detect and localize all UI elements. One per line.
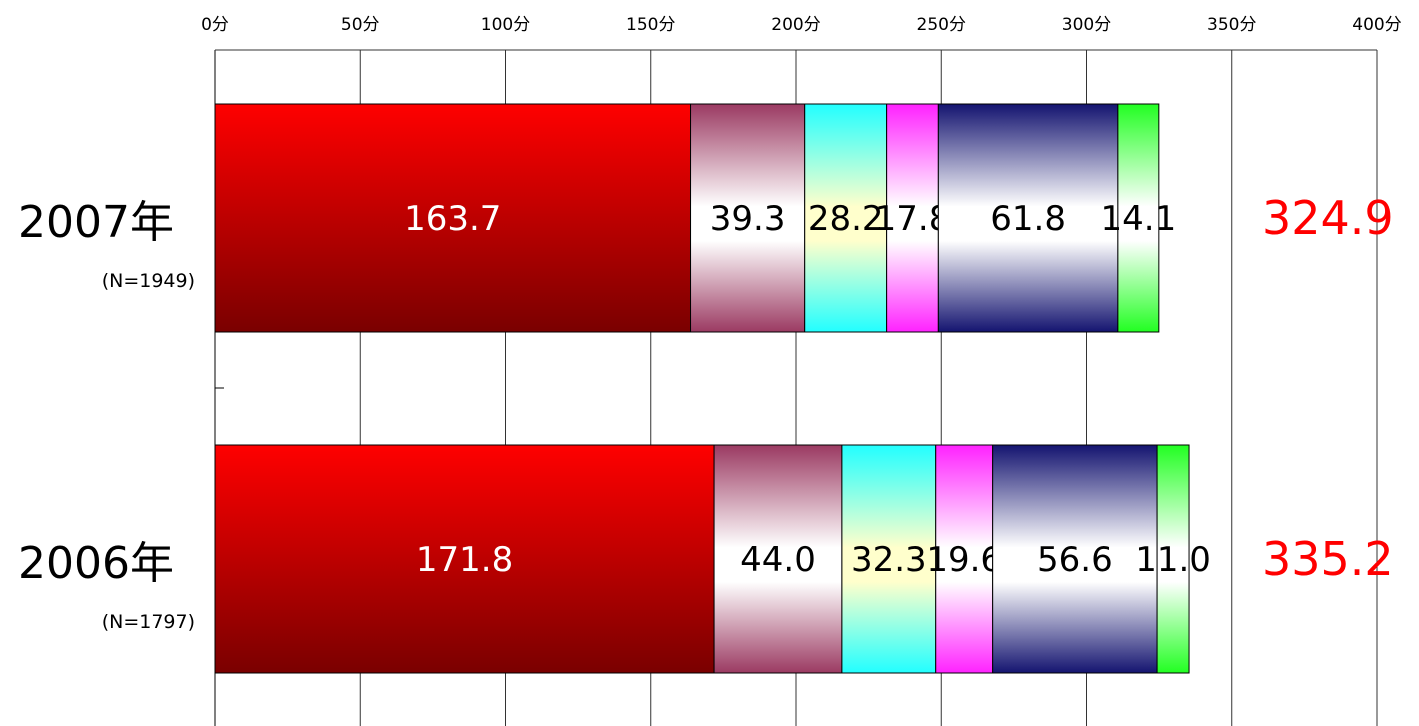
x-tick-label: 0分 (201, 15, 229, 35)
category-labels: 324.9 2007年 (N=1949) 335.2 2006年 (N=1797) (18, 191, 1394, 633)
x-tick-label: 400分 (1352, 15, 1401, 35)
sample-size-label: (N=1797) (102, 611, 195, 633)
sample-size-label: (N=1949) (102, 270, 195, 292)
x-tick-label: 150分 (626, 15, 675, 35)
bar-segment (214, 444, 715, 674)
total-label: 324.9 (1262, 191, 1394, 245)
x-tick-label: 300分 (1062, 15, 1111, 35)
bar-segment (992, 444, 1158, 674)
category-label: 2007年 (18, 197, 174, 248)
x-tick-label: 50分 (341, 15, 380, 35)
data-label: 28.2 (808, 199, 884, 239)
bar-segment (214, 103, 692, 333)
bar-segment (935, 444, 994, 674)
bars: 163.7 39.3 28.217.8 61.8 14.1 171.8 44.0 32.3 19… (214, 103, 1211, 674)
bar-segment (1156, 444, 1190, 674)
bar-segment (937, 103, 1119, 333)
total-label: 335.2 (1262, 532, 1394, 586)
bar-segment (1117, 103, 1160, 333)
x-tick-label: 350分 (1207, 15, 1256, 35)
data-label: 32.3 (851, 540, 927, 580)
data-label: 56.6 (1037, 540, 1113, 580)
data-label: 17.8 (875, 199, 951, 239)
bar-segment (713, 444, 843, 674)
x-axis-ticks: 0分 50分 100分 150分 200分 250分 300分 350分 400分 (201, 15, 1402, 35)
data-label: 61.8 (990, 199, 1066, 239)
data-label: 163.7 (404, 199, 501, 239)
data-label: 19.6 (926, 540, 1002, 580)
bar-segment (804, 103, 888, 333)
bar-segment (841, 444, 937, 674)
data-label: 14.1 (1101, 199, 1177, 239)
x-tick-label: 250分 (917, 15, 966, 35)
x-tick-label: 100分 (481, 15, 530, 35)
data-label: 171.8 (416, 540, 513, 580)
bar-segment (886, 103, 939, 333)
x-tick-label: 200分 (771, 15, 820, 35)
data-label: 39.3 (710, 199, 786, 239)
category-label: 2006年 (18, 538, 174, 589)
data-label: 44.0 (740, 540, 816, 580)
bar-segment (690, 103, 806, 333)
data-label: 11.0 (1135, 540, 1211, 580)
